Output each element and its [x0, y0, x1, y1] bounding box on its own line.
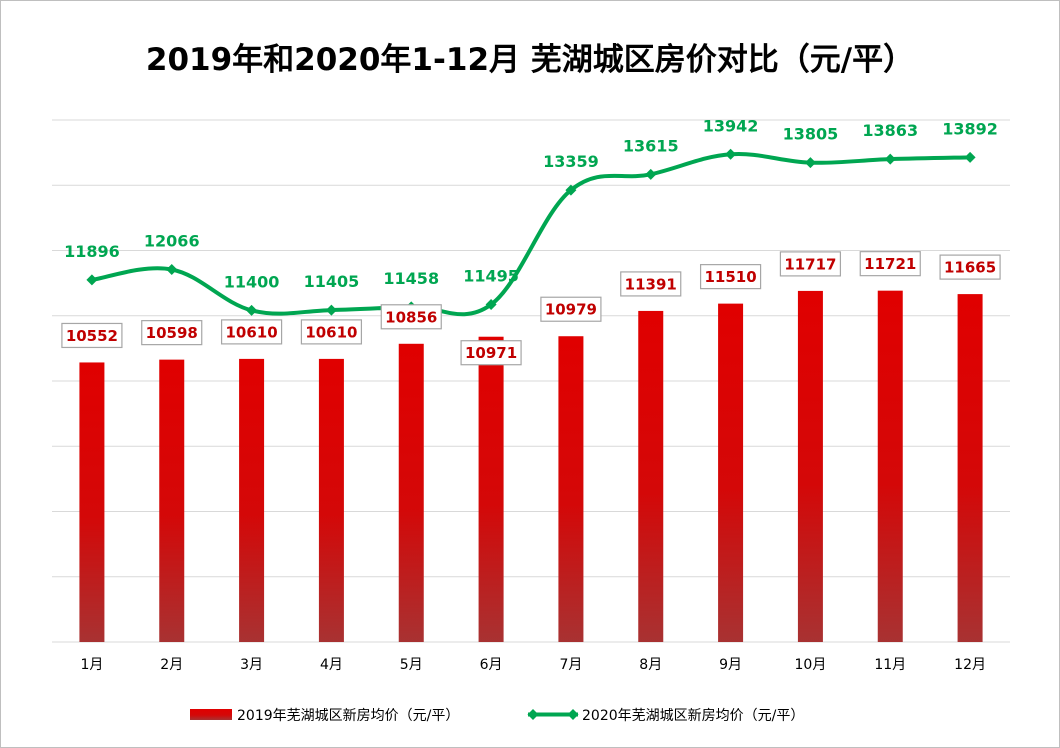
chart-title: 2019年和2020年1-12月 芜湖城区房价对比（元/平）: [145, 42, 915, 78]
data-label-2019-8: 11391: [625, 275, 677, 293]
data-labels-2019: 10552 10598 10610 10610 10856 10971 10979 11391…: [61, 251, 1001, 366]
data-label-2020-8: 13615: [623, 136, 679, 155]
x-tick-label: 7月: [559, 657, 582, 673]
line-2020-marker-6: [485, 299, 497, 311]
legend: 2019年芜湖城区新房均价（元/平） 2020年芜湖城区新房均价（元/平）: [190, 707, 804, 724]
data-label-2019-11: 11721: [864, 255, 916, 273]
label-box-2019-12: [939, 254, 1001, 280]
data-label-2019-3: 10610: [225, 323, 277, 341]
data-label-2020-7: 13359: [543, 152, 599, 171]
x-tick-label: 11月: [874, 657, 906, 673]
x-axis-ticks: 1月 2月 3月 4月 5月 6月 7月 8月 9月 10月 11月 12月: [80, 657, 986, 673]
line-2020-marker-7: [565, 184, 577, 196]
data-label-2019-2: 10598: [146, 324, 198, 342]
data-label-2020-4: 11405: [304, 272, 360, 291]
bar-2019-1: [79, 362, 105, 642]
label-box-2019-4: [300, 319, 363, 345]
bar-2019-7: [558, 336, 584, 642]
data-label-2020-3: 11400: [224, 272, 280, 291]
label-box-2019-3: [220, 319, 283, 345]
data-label-2020-2: 12066: [144, 231, 200, 250]
x-tick-label: 1月: [80, 657, 103, 673]
line-2020-marker-3: [246, 304, 258, 316]
line-2020-marker-4: [325, 304, 337, 316]
data-label-2019-12: 11665: [944, 259, 996, 277]
bar-2019-2: [159, 359, 185, 642]
data-label-2020-5: 11458: [383, 269, 439, 288]
bar-2019-4: [318, 358, 344, 642]
bar-2019-10: [797, 290, 823, 642]
data-label-2020-1: 11896: [64, 242, 120, 261]
data-label-2020-11: 13863: [862, 121, 918, 140]
legend-label-2019: 2019年芜湖城区新房均价（元/平）: [237, 707, 459, 724]
data-label-2020-9: 13942: [703, 116, 759, 135]
label-box-2019-6: [460, 340, 522, 366]
data-label-2020-12: 13892: [942, 119, 998, 138]
x-tick-label: 3月: [240, 657, 263, 673]
data-labels-2020: 11896 12066 11400 11405 11458 11495 13359 13615…: [64, 116, 998, 291]
data-label-2019-6: 10971: [465, 344, 517, 362]
line-2020-marker-10: [804, 157, 816, 169]
gridlines: [52, 119, 1010, 643]
data-label-2019-7: 10979: [545, 301, 597, 319]
line-2020-marker-1: [86, 274, 98, 286]
line-2020-marker-11: [884, 153, 896, 165]
x-tick-label: 12月: [954, 657, 986, 673]
data-label-2019-9: 11510: [704, 268, 756, 286]
bar-series-2019: [79, 290, 983, 642]
legend-marker-2020: [567, 709, 579, 720]
bar-2019-5: [398, 343, 424, 642]
label-box-2019-8: [620, 271, 682, 297]
data-label-2019-10: 11717: [784, 255, 836, 273]
legend-label-2020: 2020年芜湖城区新房均价（元/平）: [582, 707, 804, 724]
label-box-2019-5: [380, 304, 442, 330]
bar-2019-3: [239, 358, 265, 642]
x-tick-label: 6月: [480, 657, 503, 673]
data-label-2020-10: 13805: [783, 125, 839, 144]
legend-marker-2020: [527, 709, 539, 720]
line-2020-marker-9: [725, 148, 737, 160]
label-box-2019-9: [699, 264, 762, 290]
bar-2019-12: [957, 294, 983, 642]
x-tick-label: 8月: [639, 657, 662, 673]
data-label-2019-5: 10856: [385, 308, 437, 326]
line-series-2020: [86, 148, 976, 317]
label-box-2019-10: [779, 251, 842, 277]
label-box-2019-11: [859, 251, 921, 277]
x-tick-label: 2月: [160, 657, 183, 673]
label-box-2019-1: [61, 322, 123, 349]
x-tick-label: 4月: [320, 657, 343, 673]
x-tick-label: 10月: [795, 657, 827, 673]
data-label-2019-4: 10610: [305, 323, 357, 341]
bar-2019-9: [718, 303, 744, 642]
x-tick-label: 9月: [719, 657, 742, 673]
line-2020-marker-12: [964, 151, 976, 163]
x-tick-label: 5月: [400, 657, 423, 673]
label-box-2019-2: [141, 320, 203, 346]
line-2020-marker-8: [645, 168, 657, 180]
data-label-2019-1: 10552: [66, 327, 118, 345]
data-label-2020-6: 11495: [463, 267, 519, 286]
legend-swatch-2019: [190, 709, 232, 720]
line-2020-marker-2: [166, 263, 178, 275]
bar-2019-11: [877, 290, 903, 642]
label-box-2019-7: [540, 296, 602, 322]
bar-2019-6: [478, 336, 504, 642]
bar-2019-8: [638, 310, 664, 642]
